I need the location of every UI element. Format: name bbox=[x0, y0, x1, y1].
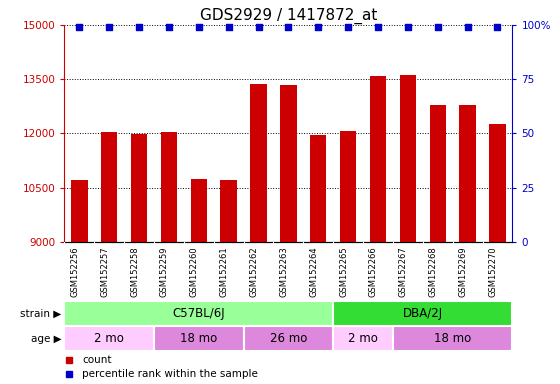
Point bbox=[254, 24, 263, 30]
Point bbox=[75, 24, 84, 30]
Text: GSM152259: GSM152259 bbox=[160, 247, 169, 297]
Bar bbox=[400, 75, 416, 242]
Text: GSM152263: GSM152263 bbox=[279, 247, 288, 298]
Bar bbox=[101, 132, 118, 242]
Point bbox=[463, 24, 472, 30]
Bar bbox=[71, 180, 87, 242]
Bar bbox=[430, 104, 446, 242]
Bar bbox=[280, 85, 297, 242]
Bar bbox=[393, 326, 512, 351]
Point bbox=[493, 24, 502, 30]
Text: C57BL/6J: C57BL/6J bbox=[172, 308, 225, 320]
Text: GSM152268: GSM152268 bbox=[429, 247, 438, 298]
Text: 26 mo: 26 mo bbox=[270, 333, 307, 345]
Point bbox=[284, 24, 293, 30]
Text: 18 mo: 18 mo bbox=[434, 333, 472, 345]
Bar bbox=[244, 326, 333, 351]
Bar bbox=[333, 301, 512, 326]
Text: GSM152264: GSM152264 bbox=[309, 247, 318, 297]
Point bbox=[433, 24, 442, 30]
Point bbox=[344, 24, 353, 30]
Text: 18 mo: 18 mo bbox=[180, 333, 217, 345]
Bar bbox=[161, 132, 177, 242]
Bar bbox=[64, 301, 333, 326]
Text: GSM152267: GSM152267 bbox=[399, 247, 408, 298]
Text: GSM152257: GSM152257 bbox=[100, 247, 109, 297]
Text: strain ▶: strain ▶ bbox=[20, 309, 62, 319]
Text: GSM152260: GSM152260 bbox=[190, 247, 199, 297]
Bar bbox=[250, 84, 267, 242]
Text: 2 mo: 2 mo bbox=[348, 333, 378, 345]
Point bbox=[134, 24, 143, 30]
Point bbox=[314, 24, 323, 30]
Bar bbox=[221, 180, 237, 242]
Point bbox=[105, 24, 114, 30]
Text: GSM152261: GSM152261 bbox=[220, 247, 228, 297]
Text: GSM152270: GSM152270 bbox=[488, 247, 497, 297]
Bar bbox=[370, 76, 386, 242]
Text: count: count bbox=[82, 354, 112, 364]
Point bbox=[403, 24, 412, 30]
Text: GSM152256: GSM152256 bbox=[71, 247, 80, 297]
Bar bbox=[131, 134, 147, 242]
Text: 2 mo: 2 mo bbox=[94, 333, 124, 345]
Bar bbox=[459, 104, 476, 242]
Text: age ▶: age ▶ bbox=[31, 334, 62, 344]
Point bbox=[194, 24, 203, 30]
Bar bbox=[310, 135, 326, 242]
Text: GSM152258: GSM152258 bbox=[130, 247, 139, 297]
Bar bbox=[154, 326, 244, 351]
Text: percentile rank within the sample: percentile rank within the sample bbox=[82, 369, 258, 379]
Text: GSM152266: GSM152266 bbox=[369, 247, 378, 298]
Bar bbox=[489, 124, 506, 242]
Bar bbox=[333, 326, 393, 351]
Point bbox=[165, 24, 174, 30]
Title: GDS2929 / 1417872_at: GDS2929 / 1417872_at bbox=[200, 7, 377, 23]
Text: GSM152262: GSM152262 bbox=[250, 247, 259, 297]
Point bbox=[224, 24, 233, 30]
Bar bbox=[340, 131, 356, 242]
Bar bbox=[64, 326, 154, 351]
Text: GSM152269: GSM152269 bbox=[459, 247, 468, 297]
Text: DBA/2J: DBA/2J bbox=[403, 308, 443, 320]
Bar bbox=[190, 179, 207, 242]
Point bbox=[374, 24, 382, 30]
Text: GSM152265: GSM152265 bbox=[339, 247, 348, 297]
